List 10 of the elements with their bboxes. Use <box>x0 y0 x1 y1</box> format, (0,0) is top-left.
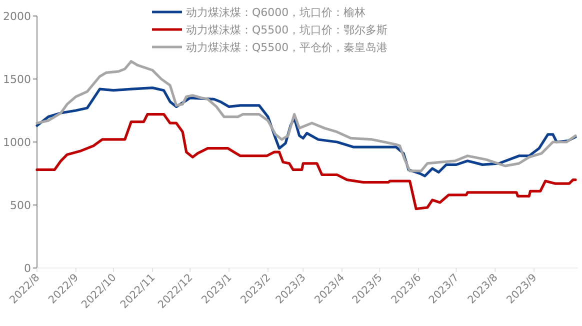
y-tick-label: 1000 <box>3 136 31 149</box>
line-series <box>36 112 577 210</box>
line-series <box>36 60 577 172</box>
legend-label: 动力煤沫煤：Q6000，坑口价：榆林 <box>186 6 366 19</box>
y-tick-label: 2000 <box>3 10 31 23</box>
y-tick-label: 500 <box>10 199 31 212</box>
y-tick-label: 1500 <box>3 73 31 86</box>
y-tick-label: 0 <box>24 262 31 275</box>
legend-label: 动力煤沫煤：Q5500，坑口价：鄂尔多斯 <box>186 24 388 36</box>
legend-label: 动力煤沫煤：Q5500，平仓价，秦皇岛港 <box>186 41 388 54</box>
